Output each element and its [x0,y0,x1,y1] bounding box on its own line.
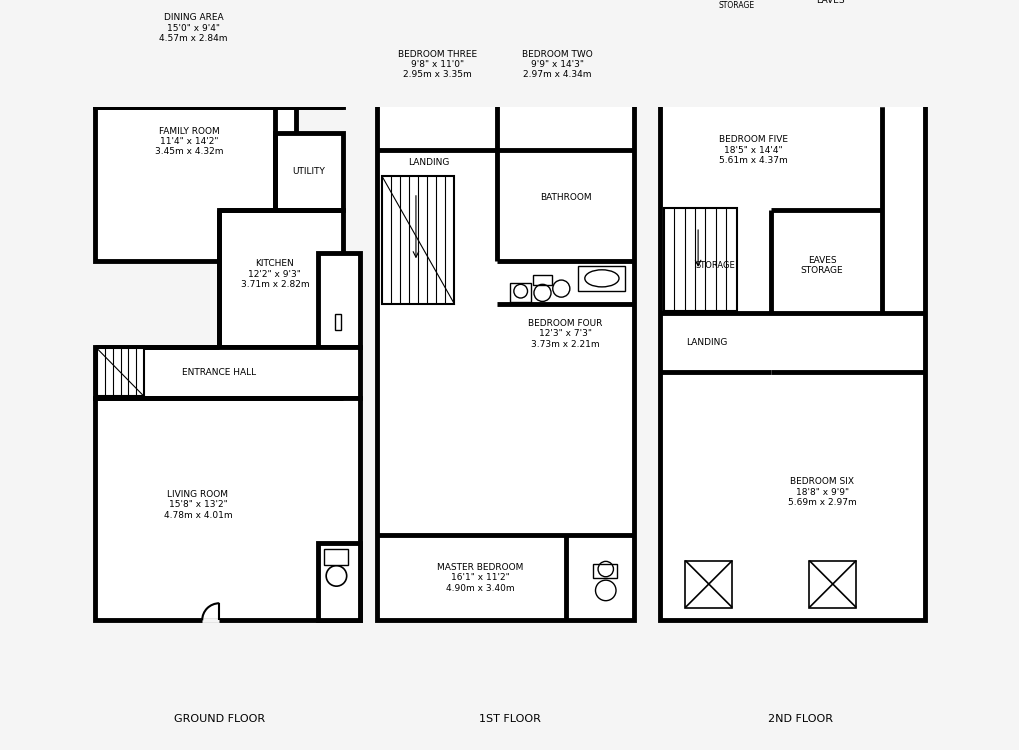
Bar [317,544,360,620]
Bar [95,0,343,107]
Bar [659,13,924,620]
Bar [578,266,625,291]
Text: DINING AREA
15'0" x 9'4"
4.57m x 2.84m: DINING AREA 15'0" x 9'4" 4.57m x 2.84m [159,13,227,43]
Bar [291,31,330,69]
Text: STORAGE: STORAGE [695,261,735,270]
Text: ENTRANCE HALL: ENTRANCE HALL [182,368,256,377]
Bar [323,550,347,565]
Bar [317,253,360,346]
Bar [219,210,343,346]
Text: BEDROOM FIVE
18'5" x 14'4"
5.61m x 4.37m: BEDROOM FIVE 18'5" x 14'4" 5.61m x 4.37m [718,135,788,165]
Text: KITCHEN
12'2" x 9'3"
3.71m x 2.82m: KITCHEN 12'2" x 9'3" 3.71m x 2.82m [240,260,309,289]
Bar [97,349,144,396]
Text: EAVES
STORAGE: EAVES STORAGE [717,0,754,10]
Text: BEDROOM THREE
9'8" x 11'0"
2.95m x 3.35m: BEDROOM THREE 9'8" x 11'0" 2.95m x 3.35m [397,50,477,80]
Text: 1ST FLOOR: 1ST FLOOR [479,714,540,724]
Bar [95,107,296,261]
Bar [274,133,343,210]
Bar [533,275,551,285]
Bar [663,209,736,310]
Bar [95,346,360,398]
Bar [685,560,732,608]
Text: BEDROOM FOUR
12'3" x 7'3"
3.73m x 2.21m: BEDROOM FOUR 12'3" x 7'3" 3.73m x 2.21m [528,319,602,349]
Text: BEDROOM SIX
18'8" x 9'9"
5.69m x 2.97m: BEDROOM SIX 18'8" x 9'9" 5.69m x 2.97m [787,477,856,507]
Text: BEDROOM TWO
9'9" x 14'3"
2.97m x 4.34m: BEDROOM TWO 9'9" x 14'3" 2.97m x 4.34m [521,50,592,80]
Text: LANDING: LANDING [408,158,449,167]
Bar [510,284,531,302]
Text: GROUND FLOOR: GROUND FLOOR [173,714,265,724]
Text: BATHROOM: BATHROOM [539,193,591,202]
Text: EAVES: EAVES [815,0,844,5]
Bar [381,176,454,304]
Text: MASTER BEDROOM
16'1" x 11'2"
4.90m x 3.40m: MASTER BEDROOM 16'1" x 11'2" 4.90m x 3.4… [436,562,523,592]
Bar [334,314,340,330]
Text: UTILITY: UTILITY [292,167,325,176]
Bar [377,13,634,620]
Bar [808,560,855,608]
Text: LANDING: LANDING [686,338,727,347]
Bar [592,564,616,578]
Bar [95,398,360,620]
Text: EAVES
STORAGE: EAVES STORAGE [800,256,843,275]
Text: FAMILY ROOM
11'4" x 14'2"
3.45m x 4.32m: FAMILY ROOM 11'4" x 14'2" 3.45m x 4.32m [155,127,223,157]
Text: LIVING ROOM
15'8" x 13'2"
4.78m x 4.01m: LIVING ROOM 15'8" x 13'2" 4.78m x 4.01m [163,490,232,520]
Text: 2ND FLOOR: 2ND FLOOR [767,714,833,724]
